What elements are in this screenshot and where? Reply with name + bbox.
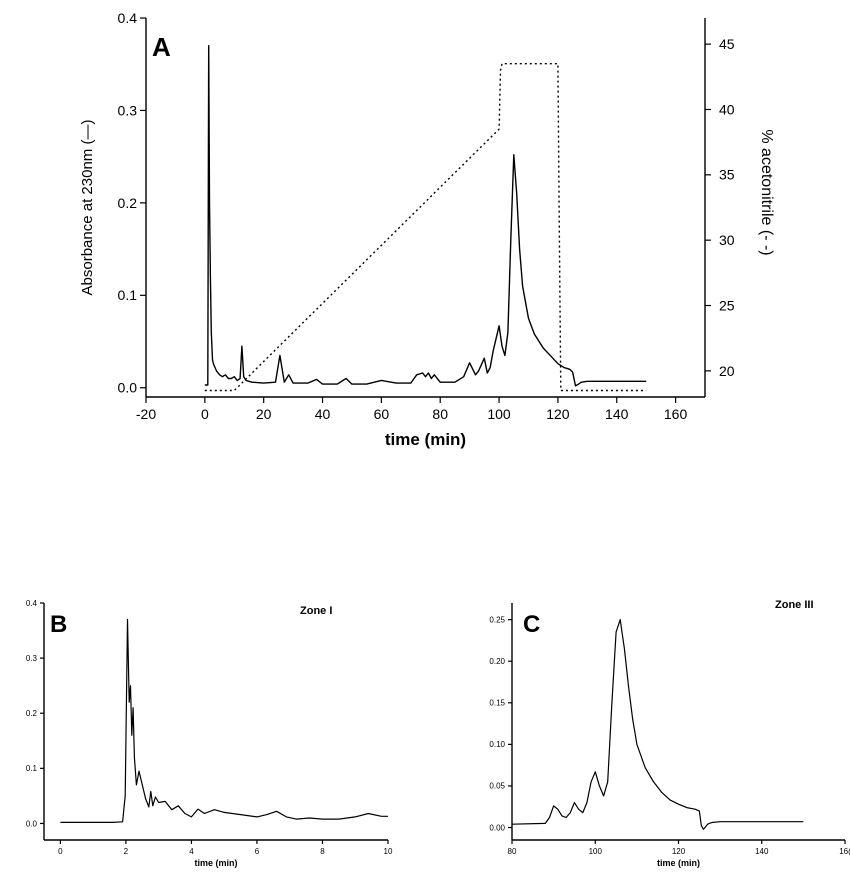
- y-tick-label: 0.0: [118, 380, 138, 396]
- x-tick-label: -20: [136, 406, 156, 422]
- y-tick-label: 0.2: [26, 709, 38, 718]
- y-tick-label: 0.00: [489, 823, 505, 832]
- x-axis-label: time (min): [657, 858, 700, 868]
- x-tick-label: 140: [755, 847, 769, 856]
- x-tick-label: 6: [255, 847, 260, 856]
- y2-axis-label: % acetonitrile (- -): [758, 129, 775, 255]
- x-tick-label: 120: [546, 406, 570, 422]
- x-tick-label: 2: [124, 847, 129, 856]
- panel-letter: C: [523, 611, 540, 638]
- y2-tick-label: 45: [719, 36, 735, 52]
- x-tick-label: 4: [189, 847, 194, 856]
- x-tick-label: 8: [320, 847, 325, 856]
- y-axis-label: Absorbance at 230nm (—): [79, 120, 96, 296]
- x-tick-label: 80: [432, 406, 448, 422]
- x-tick-label: 40: [315, 406, 331, 422]
- y2-tick-label: 30: [719, 232, 735, 248]
- x-tick-label: 60: [374, 406, 390, 422]
- y-tick-label: 0.10: [489, 740, 505, 749]
- x-tick-label: 0: [201, 406, 209, 422]
- y2-tick-label: 25: [719, 297, 735, 313]
- x-tick-label: 120: [672, 847, 686, 856]
- y-tick-label: 0.25: [489, 615, 505, 624]
- y-tick-label: 0.4: [118, 10, 138, 26]
- x-tick-label: 160: [664, 406, 688, 422]
- zone-annotation: Zone I: [300, 605, 332, 617]
- y-tick-label: 0.1: [26, 764, 38, 773]
- absorbance-trace-line: [204, 45, 647, 387]
- acetonitrile-gradient-line: [204, 63, 647, 392]
- y-tick-label: 0.2: [118, 195, 138, 211]
- x-tick-label: 0: [58, 847, 63, 856]
- y-tick-label: 0.3: [26, 654, 38, 663]
- x-tick-label: 80: [508, 847, 517, 856]
- x-tick-label: 100: [487, 406, 511, 422]
- x-axis-label: time (min): [194, 858, 237, 868]
- x-axis-label: time (min): [385, 430, 466, 449]
- y-tick-label: 0.20: [489, 657, 505, 666]
- x-tick-label: 100: [589, 847, 603, 856]
- absorbance-trace-line: [511, 619, 804, 830]
- panel-letter: B: [50, 611, 67, 638]
- x-tick-label: 140: [605, 406, 629, 422]
- absorbance-trace-line: [60, 618, 388, 823]
- y-tick-label: 0.4: [26, 599, 38, 608]
- y-tick-label: 0.0: [26, 819, 38, 828]
- y-tick-label: 0.05: [489, 782, 505, 791]
- y-tick-label: 0.1: [118, 287, 138, 303]
- y2-tick-label: 20: [719, 363, 735, 379]
- panel-a: -20 0 20 40 60 80 100 120 140 160 0.0 0.1 0.2 0.3 0.4 2…: [79, 10, 775, 449]
- panel-b: 0 2 4 6 8 10 0.0 0.1 0.2 0.3 0.4 time (min) B Zone I: [26, 599, 393, 868]
- x-tick-label: 20: [256, 406, 272, 422]
- y-tick-label: 0.15: [489, 699, 505, 708]
- y-tick-label: 0.3: [118, 102, 138, 118]
- panel-letter: A: [152, 32, 171, 62]
- x-tick-label: 10: [384, 847, 393, 856]
- y2-tick-label: 35: [719, 167, 735, 183]
- y2-tick-label: 40: [719, 101, 735, 117]
- panel-c: 80 100 120 140 16( 0.00 0.05 0.10 0.15 0.20 0.25 ti…: [489, 599, 850, 868]
- x-tick-label: 16(: [839, 847, 850, 856]
- zone-annotation: Zone III: [775, 599, 814, 611]
